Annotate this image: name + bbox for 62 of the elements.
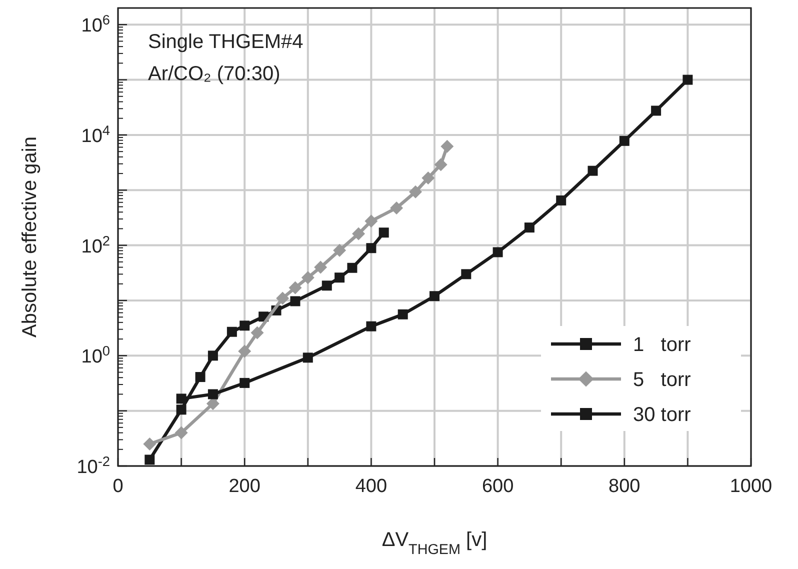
x-tick-label: 400	[355, 476, 388, 497]
point	[226, 326, 237, 337]
point	[409, 185, 422, 198]
point	[250, 326, 264, 340]
point	[290, 296, 300, 306]
point	[352, 227, 366, 240]
point	[240, 378, 250, 388]
x-axis-title: ΔV$_{THGEM}$ [v]	[382, 529, 488, 558]
point	[434, 158, 448, 172]
point	[143, 438, 156, 451]
y-tick-label: 10$^{6}$	[81, 12, 110, 37]
point	[492, 247, 503, 258]
point	[176, 394, 186, 404]
point	[588, 166, 598, 176]
x-tick-label: 1000	[730, 476, 772, 497]
point	[301, 271, 314, 284]
point	[208, 389, 218, 400]
y-tick-label: 10$^{2}$	[81, 232, 110, 258]
point	[430, 291, 440, 302]
point	[682, 74, 693, 85]
point	[314, 260, 328, 274]
point	[440, 140, 454, 153]
point	[398, 309, 408, 320]
point	[347, 262, 358, 273]
point	[524, 222, 534, 233]
legend-label: 1 torr	[633, 334, 692, 356]
point	[206, 397, 220, 410]
legend-label: 5 torr	[633, 369, 692, 391]
point	[334, 272, 345, 283]
point	[288, 281, 302, 294]
point	[208, 350, 218, 361]
point	[422, 171, 435, 184]
legend-label: 30 torr	[633, 404, 692, 426]
y-tick-label: 10$^{-2}$	[76, 454, 110, 478]
point	[195, 372, 206, 382]
point	[302, 352, 313, 363]
point	[461, 269, 472, 280]
point	[556, 195, 566, 206]
point	[238, 344, 252, 358]
point	[364, 214, 378, 228]
y-tick-label: 10$^{0}$	[81, 343, 110, 368]
point	[651, 106, 662, 116]
y-axis-title: Absolute effective gain	[19, 136, 41, 338]
annotation: Ar/CO₂ (70:30)	[148, 63, 280, 85]
point	[366, 321, 376, 332]
point	[276, 292, 290, 305]
point	[176, 404, 186, 415]
point	[144, 454, 155, 465]
point	[366, 243, 376, 254]
point	[378, 228, 389, 238]
point	[322, 280, 332, 291]
point	[333, 244, 346, 257]
point	[390, 201, 404, 214]
point	[174, 426, 188, 440]
x-tick-label: 800	[608, 476, 640, 497]
x-tick-label: 600	[482, 476, 514, 497]
point	[240, 320, 250, 331]
x-tick-label: 200	[228, 476, 260, 497]
y-tick-label: 10$^{4}$	[81, 122, 110, 147]
x-tick-label: 0	[112, 476, 124, 497]
annotation: Single THGEM#4	[148, 31, 304, 53]
point	[619, 136, 630, 146]
